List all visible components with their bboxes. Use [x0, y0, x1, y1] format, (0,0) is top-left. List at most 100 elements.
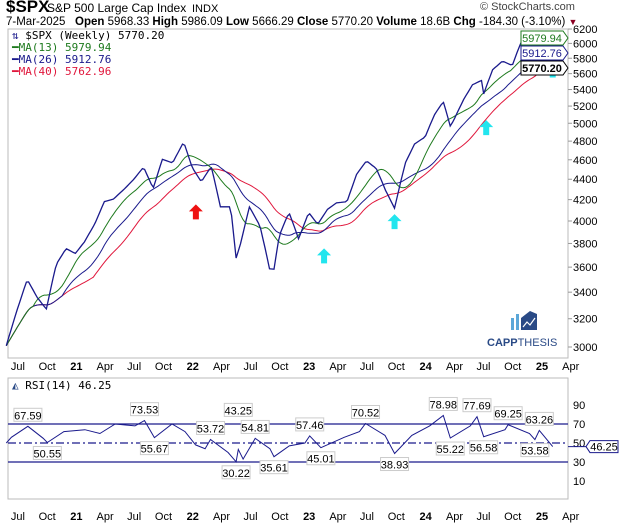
rsi-label-box	[520, 443, 550, 458]
rsi-axis-label: 30	[573, 457, 585, 469]
last-value-tag	[520, 60, 569, 76]
rsi-label: 63.26	[526, 414, 554, 426]
line-swatch-icon: ━	[12, 41, 19, 54]
date-axis-label: Oct	[155, 361, 172, 373]
high-value: 5986.09	[181, 16, 223, 28]
legend-ma26-text: MA(26) 5912.76	[18, 53, 112, 66]
symbol: $SPX	[6, 0, 50, 16]
rsi-label-box	[493, 406, 523, 421]
cyan-arrow-up-icon	[317, 248, 332, 264]
volume-value: 18.6B	[420, 16, 451, 28]
price-axis-label: 6000	[573, 38, 597, 50]
rsi-panel-frame	[7, 377, 569, 500]
exchange: INDX	[192, 3, 219, 15]
rsi-label: 56.58	[470, 443, 498, 455]
price-axis-label: 4800	[573, 136, 597, 148]
ma13-line	[5, 43, 551, 346]
date-axis-label: Apr	[329, 361, 346, 373]
rsi-label-box	[130, 402, 160, 417]
last-value-tag	[520, 45, 569, 61]
legend-ma40-text: MA(40) 5762.96	[18, 65, 112, 78]
rsi-label: 78.98	[430, 399, 458, 411]
capp-thesis-logo: CAPPTHESIS	[487, 311, 557, 349]
price-axis-label: 3200	[573, 314, 597, 326]
date-axis-label: 25	[536, 361, 548, 373]
price-axis-label: 4200	[573, 195, 597, 207]
date-axis-label: Oct	[504, 511, 521, 523]
red-arrow-up-icon	[188, 204, 203, 220]
last-value-text: 5770.20	[522, 63, 562, 75]
rsi-label-box	[380, 457, 410, 472]
rsi-label: 70.52	[352, 408, 380, 420]
low-label: Low	[225, 16, 249, 28]
cyan-arrow-up-icon	[479, 120, 494, 136]
low-value: 5666.29	[252, 16, 294, 28]
price-axis-label: 5400	[573, 85, 597, 97]
date-axis-label: 25	[536, 511, 548, 523]
chg-value: -184.30 (-3.10%)	[478, 16, 566, 28]
legend-rsi: ◭ RSI(14) 46.25	[12, 380, 111, 392]
date-axis-label: 22	[187, 511, 199, 523]
rsi-label: 67.59	[14, 410, 42, 422]
rsi-label-box	[32, 445, 62, 460]
date-axis-label: Apr	[329, 511, 346, 523]
index-name: S&P 500 Large Cap Index	[47, 1, 187, 15]
quote-date: 7-Mar-2025	[6, 16, 66, 28]
date-axis-label: 24	[419, 361, 432, 373]
date-axis-label: 21	[70, 511, 82, 523]
ma26-line	[5, 51, 551, 346]
rsi-label-box	[351, 405, 381, 420]
price-axis-label: 3600	[573, 262, 597, 274]
date-axis-label: Apr	[97, 361, 114, 373]
date-axis-label: Jul	[11, 361, 25, 373]
rsi-label: 73.53	[131, 405, 159, 417]
date-axis-label: 24	[419, 511, 432, 523]
open-label: Open	[75, 16, 105, 28]
rsi-label-box	[221, 465, 251, 480]
rsi-axis-label: 50	[573, 438, 585, 450]
date-axis-label: Oct	[39, 511, 56, 523]
date-axis-label: Jul	[360, 511, 374, 523]
rsi-label-box	[306, 451, 336, 466]
line-swatch-icon: ━	[12, 53, 19, 66]
date-axis-label: Jul	[476, 511, 490, 523]
rsi-label-box	[462, 398, 492, 413]
date-axis-label: Apr	[213, 511, 230, 523]
legend-rsi-text: RSI(14) 46.25	[25, 379, 112, 392]
date-axis-label: Apr	[446, 361, 463, 373]
high-label: High	[152, 16, 178, 28]
rsi-label: 57.46	[296, 420, 324, 432]
date-axis-label: 22	[187, 361, 199, 373]
date-axis-label: Oct	[39, 361, 56, 373]
date-axis-label: Oct	[271, 511, 288, 523]
price-axis-label: 5200	[573, 101, 597, 113]
date-axis-label: Oct	[504, 361, 521, 373]
price-axis-label: 4000	[573, 216, 597, 228]
rsi-label: 45.01	[307, 454, 335, 466]
price-axis-label: 5000	[573, 118, 597, 130]
date-axis-label: Oct	[271, 361, 288, 373]
rsi-label: 55.22	[436, 444, 464, 456]
logo-text: CAPPTHESIS	[487, 337, 557, 349]
date-axis-label: Jul	[11, 511, 25, 523]
chg-label: Chg	[453, 16, 476, 28]
rsi-label-box	[428, 396, 458, 411]
rsi-label: 50.55	[34, 448, 62, 460]
legend-ma13-text: MA(13) 5979.94	[18, 41, 112, 54]
price-line	[5, 34, 552, 346]
rsi-label: 30.22	[222, 468, 250, 480]
close-label: Close	[296, 16, 329, 28]
price-axis-label: 6200	[573, 24, 597, 36]
date-axis-label: Oct	[388, 361, 405, 373]
rsi-label: 53.72	[197, 423, 225, 435]
last-value-text: 5912.76	[522, 48, 562, 60]
line-swatch-icon: ━	[12, 65, 19, 78]
date-axis-label: Oct	[155, 511, 172, 523]
date-axis-label: Oct	[388, 511, 405, 523]
rsi-label-box	[435, 441, 465, 456]
rsi-last-value: 46.25	[590, 442, 618, 454]
rsi-label-box	[13, 407, 43, 422]
rsi-last-value-tag	[585, 440, 619, 454]
rsi-label-box	[295, 417, 325, 432]
